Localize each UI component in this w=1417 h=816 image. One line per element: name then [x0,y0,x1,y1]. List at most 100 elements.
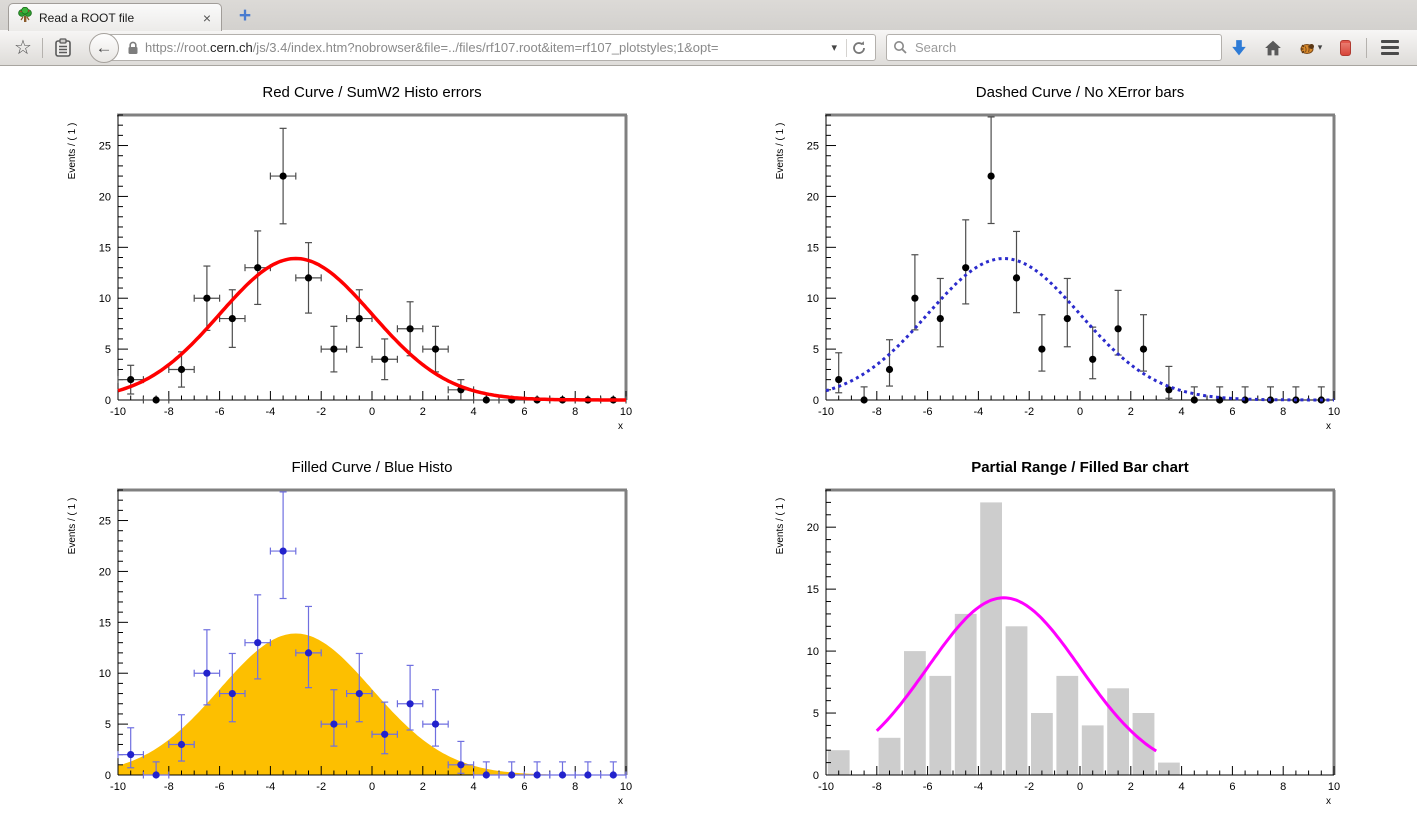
y-tick-label: 25 [99,141,111,153]
x-tick-label: 10 [620,781,632,793]
x-tick-label: 10 [1328,781,1340,793]
search-icon [893,40,908,55]
plot-title: Partial Range / Filled Bar chart [971,459,1189,476]
x-tick-label: 10 [620,406,632,418]
urlbar-dropdown-icon[interactable]: ▾ [831,42,837,54]
x-tick-label: -10 [110,781,126,793]
x-tick-label: 8 [1280,406,1286,418]
x-tick-label: 2 [1128,781,1134,793]
url-domain: cern.ch [210,40,253,55]
home-icon[interactable] [1256,33,1290,63]
x-tick-label: -6 [215,406,225,418]
x-axis-title: x [1326,796,1331,807]
url-bar[interactable]: https://root.cern.ch/js/3.4/index.htm?no… [104,34,876,61]
filled-curve [118,633,626,775]
y-tick-label: 10 [807,646,819,658]
y-tick-label: 10 [99,668,111,680]
x-tick-label: 6 [1229,781,1235,793]
plot-dashed-noxerr-canvas[interactable]: -10 -8 -6 -4 -2 0 2 4 6 8 10 0 5 10 15 20 25 Dashed Curve… [708,66,1416,441]
menu-hamburger-icon[interactable] [1373,33,1407,63]
toolbar-separator-right [1366,37,1367,58]
y-tick-label: 15 [99,617,111,629]
x-tick-label: 0 [1077,781,1083,793]
search-box[interactable] [886,34,1222,61]
y-tick-label: 25 [807,141,819,153]
x-tick-label: 2 [420,406,426,418]
x-tick-label: 2 [1128,406,1134,418]
x-tick-label: -2 [316,406,326,418]
x-tick-label: -4 [266,406,276,418]
plot-panel-partial-bar: -10 -8 -6 -4 -2 0 2 4 6 8 10 0 5 10 15 20 Partial Range … [708,441,1416,816]
axes: -10 -8 -6 -4 -2 0 2 4 6 8 10 0 5 10 15 20 25 [99,113,632,418]
root-logo-icon [17,6,33,28]
x-tick-label: 4 [1179,406,1185,418]
plot-partial-bar-canvas[interactable]: -10 -8 -6 -4 -2 0 2 4 6 8 10 0 5 10 15 20 Partial Range … [708,441,1416,816]
y-tick-label: 10 [99,293,111,305]
extension-icon[interactable]: ▾ [1290,33,1330,63]
x-tick-label: -6 [923,406,933,418]
x-tick-label: -2 [316,781,326,793]
tab-read-a-root-file[interactable]: Read a ROOT file × [8,3,222,31]
x-tick-label: -4 [266,781,276,793]
x-tick-label: 4 [1179,781,1185,793]
x-tick-label: 6 [521,781,527,793]
solid-curve [117,256,626,402]
y-tick-label: 10 [807,293,819,305]
tab-bar: Read a ROOT file × + [0,0,1417,31]
x-tick-label: -8 [164,406,174,418]
extension-dropdown-icon[interactable]: ▾ [1317,42,1323,52]
url-text: https://root.cern.ch/js/3.4/index.htm?no… [145,40,718,55]
x-tick-label: -2 [1024,406,1034,418]
x-tick-label: -10 [110,406,126,418]
x-tick-label: 6 [521,406,527,418]
x-tick-label: 8 [1280,781,1286,793]
downloads-icon[interactable] [1222,33,1256,63]
new-tab-button[interactable]: + [238,4,252,27]
x-axis-title: x [618,796,623,807]
navigation-toolbar: ☆ ← https://root.cern.ch/js/3.4/index.ht… [0,30,1417,66]
x-tick-label: 8 [572,781,578,793]
toolbar-separator [42,37,43,58]
x-tick-label: -4 [974,781,984,793]
url-path: /js/3.4/index.htm?nobrowser&file=../file… [252,40,719,55]
plot-panel-red-sumw2: -10 -8 -6 -4 -2 0 2 4 6 8 10 0 5 10 15 20 25 Red Curve / … [0,66,708,441]
plot-title: Red Curve / SumW2 Histo errors [262,84,481,101]
y-axis-title: Events / ( 1 ) [67,498,78,555]
x-tick-label: 0 [1077,406,1083,418]
x-tick-label: 10 [1328,406,1340,418]
x-tick-label: 2 [420,781,426,793]
y-axis-title: Events / ( 1 ) [775,123,786,180]
y-tick-label: 0 [813,770,819,782]
plot-title: Filled Curve / Blue Histo [292,459,453,476]
page-content: -10 -8 -6 -4 -2 0 2 4 6 8 10 0 5 10 15 20 25 Red Curve / … [0,66,1417,816]
y-tick-label: 5 [813,344,819,356]
data-points [835,116,1325,404]
reload-icon[interactable] [851,40,867,56]
y-axis-title: Events / ( 1 ) [775,498,786,555]
back-button[interactable]: ← [89,32,119,63]
plot-filled-blue-canvas[interactable]: -10 -8 -6 -4 -2 0 2 4 6 8 10 0 5 10 15 20 25 Filled Curve… [0,441,708,816]
y-tick-label: 0 [105,395,111,407]
x-tick-label: -10 [818,781,834,793]
urlbar-separator [846,38,847,57]
addon-pill-icon[interactable] [1330,33,1360,63]
solid-curve [875,596,1158,753]
plot-panel-dashed-noxerr: -10 -8 -6 -4 -2 0 2 4 6 8 10 0 5 10 15 20 25 Dashed Curve… [708,66,1416,441]
bookmarks-clipboard-icon[interactable] [49,33,77,63]
plot-red-sumw2-canvas[interactable]: -10 -8 -6 -4 -2 0 2 4 6 8 10 0 5 10 15 20 25 Red Curve / … [0,66,708,441]
search-input[interactable] [913,39,1215,56]
tab-close-icon[interactable]: × [202,9,211,26]
x-tick-label: 8 [572,406,578,418]
plot-panel-filled-blue: -10 -8 -6 -4 -2 0 2 4 6 8 10 0 5 10 15 20 25 Filled Curve… [0,441,708,816]
bookmark-star-icon[interactable]: ☆ [14,37,32,59]
y-tick-label: 15 [99,242,111,254]
dotted-curve [825,256,1334,402]
x-tick-label: -8 [164,781,174,793]
x-tick-label: 0 [369,406,375,418]
y-axis-title: Events / ( 1 ) [67,123,78,180]
y-tick-label: 20 [99,191,111,203]
lock-icon [127,41,139,55]
tab-title: Read a ROOT file [39,10,135,25]
x-tick-label: -10 [818,406,834,418]
